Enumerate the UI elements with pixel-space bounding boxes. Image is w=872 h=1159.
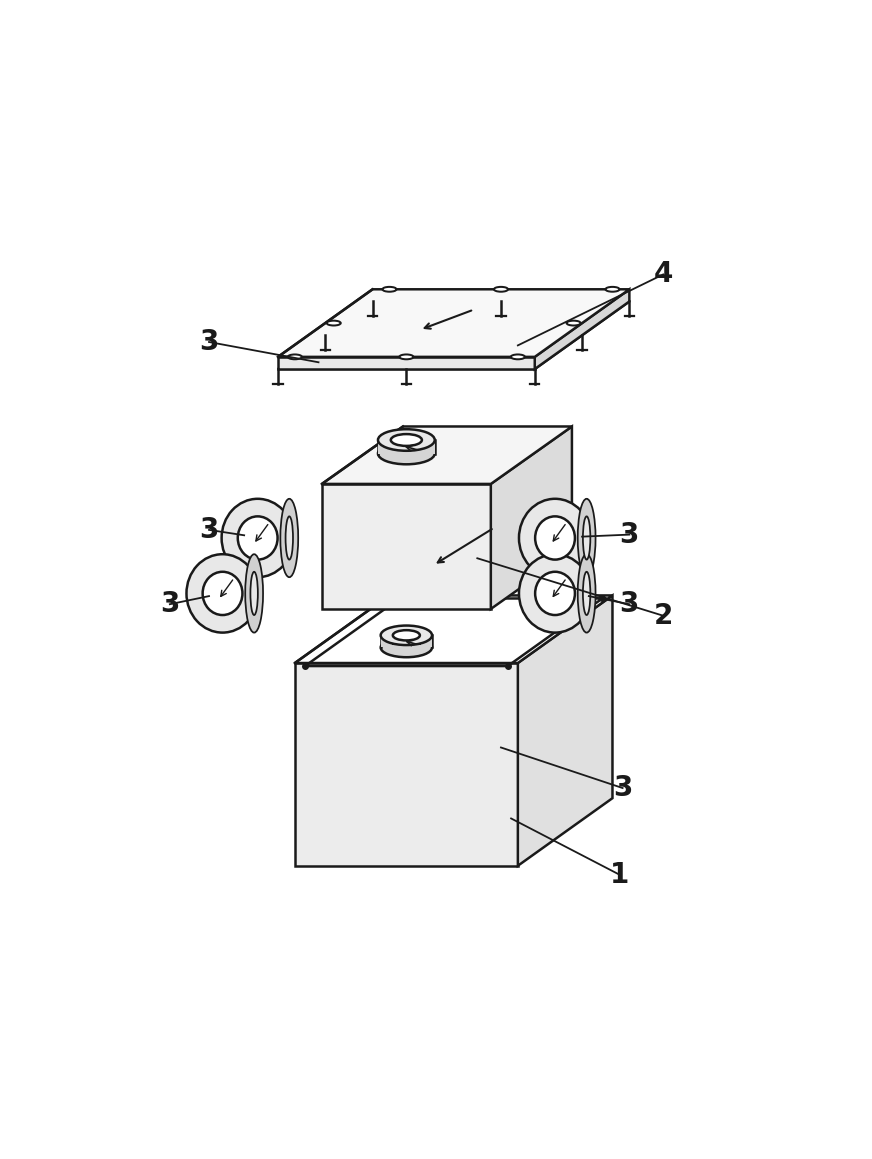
Text: 3: 3 [160,590,180,618]
Ellipse shape [202,571,242,615]
Ellipse shape [582,571,590,615]
Ellipse shape [381,637,432,657]
Ellipse shape [494,287,508,292]
Polygon shape [322,427,572,484]
Ellipse shape [392,630,420,641]
Ellipse shape [535,517,575,560]
Polygon shape [491,427,572,608]
Ellipse shape [285,517,293,560]
Polygon shape [381,635,432,648]
Ellipse shape [288,355,302,359]
Ellipse shape [391,435,422,446]
Ellipse shape [578,498,596,577]
Polygon shape [278,301,630,369]
Ellipse shape [519,498,591,577]
Ellipse shape [327,321,341,326]
Ellipse shape [582,517,590,560]
Polygon shape [278,290,630,357]
Polygon shape [295,663,518,866]
Polygon shape [518,596,612,866]
Ellipse shape [511,355,525,359]
Ellipse shape [519,554,591,633]
Ellipse shape [187,554,259,633]
Polygon shape [322,484,491,608]
Text: 2: 2 [653,602,673,629]
Text: 3: 3 [200,328,219,356]
Ellipse shape [378,429,435,451]
Ellipse shape [221,498,294,577]
Text: 3: 3 [200,516,219,544]
Ellipse shape [245,554,263,633]
Ellipse shape [399,355,413,359]
Ellipse shape [238,517,277,560]
Polygon shape [295,596,612,663]
Ellipse shape [383,287,397,292]
Ellipse shape [605,287,619,292]
Ellipse shape [381,626,432,646]
Polygon shape [278,357,535,369]
Text: 4: 4 [653,261,673,289]
Ellipse shape [535,571,575,615]
Text: 3: 3 [613,774,632,802]
Text: 3: 3 [620,590,639,618]
Ellipse shape [378,443,435,465]
Polygon shape [535,290,630,369]
Text: 3: 3 [620,520,639,548]
Ellipse shape [567,321,581,326]
Ellipse shape [250,571,258,615]
Text: 1: 1 [610,860,629,889]
Ellipse shape [578,554,596,633]
Polygon shape [378,440,435,453]
Ellipse shape [281,498,298,577]
